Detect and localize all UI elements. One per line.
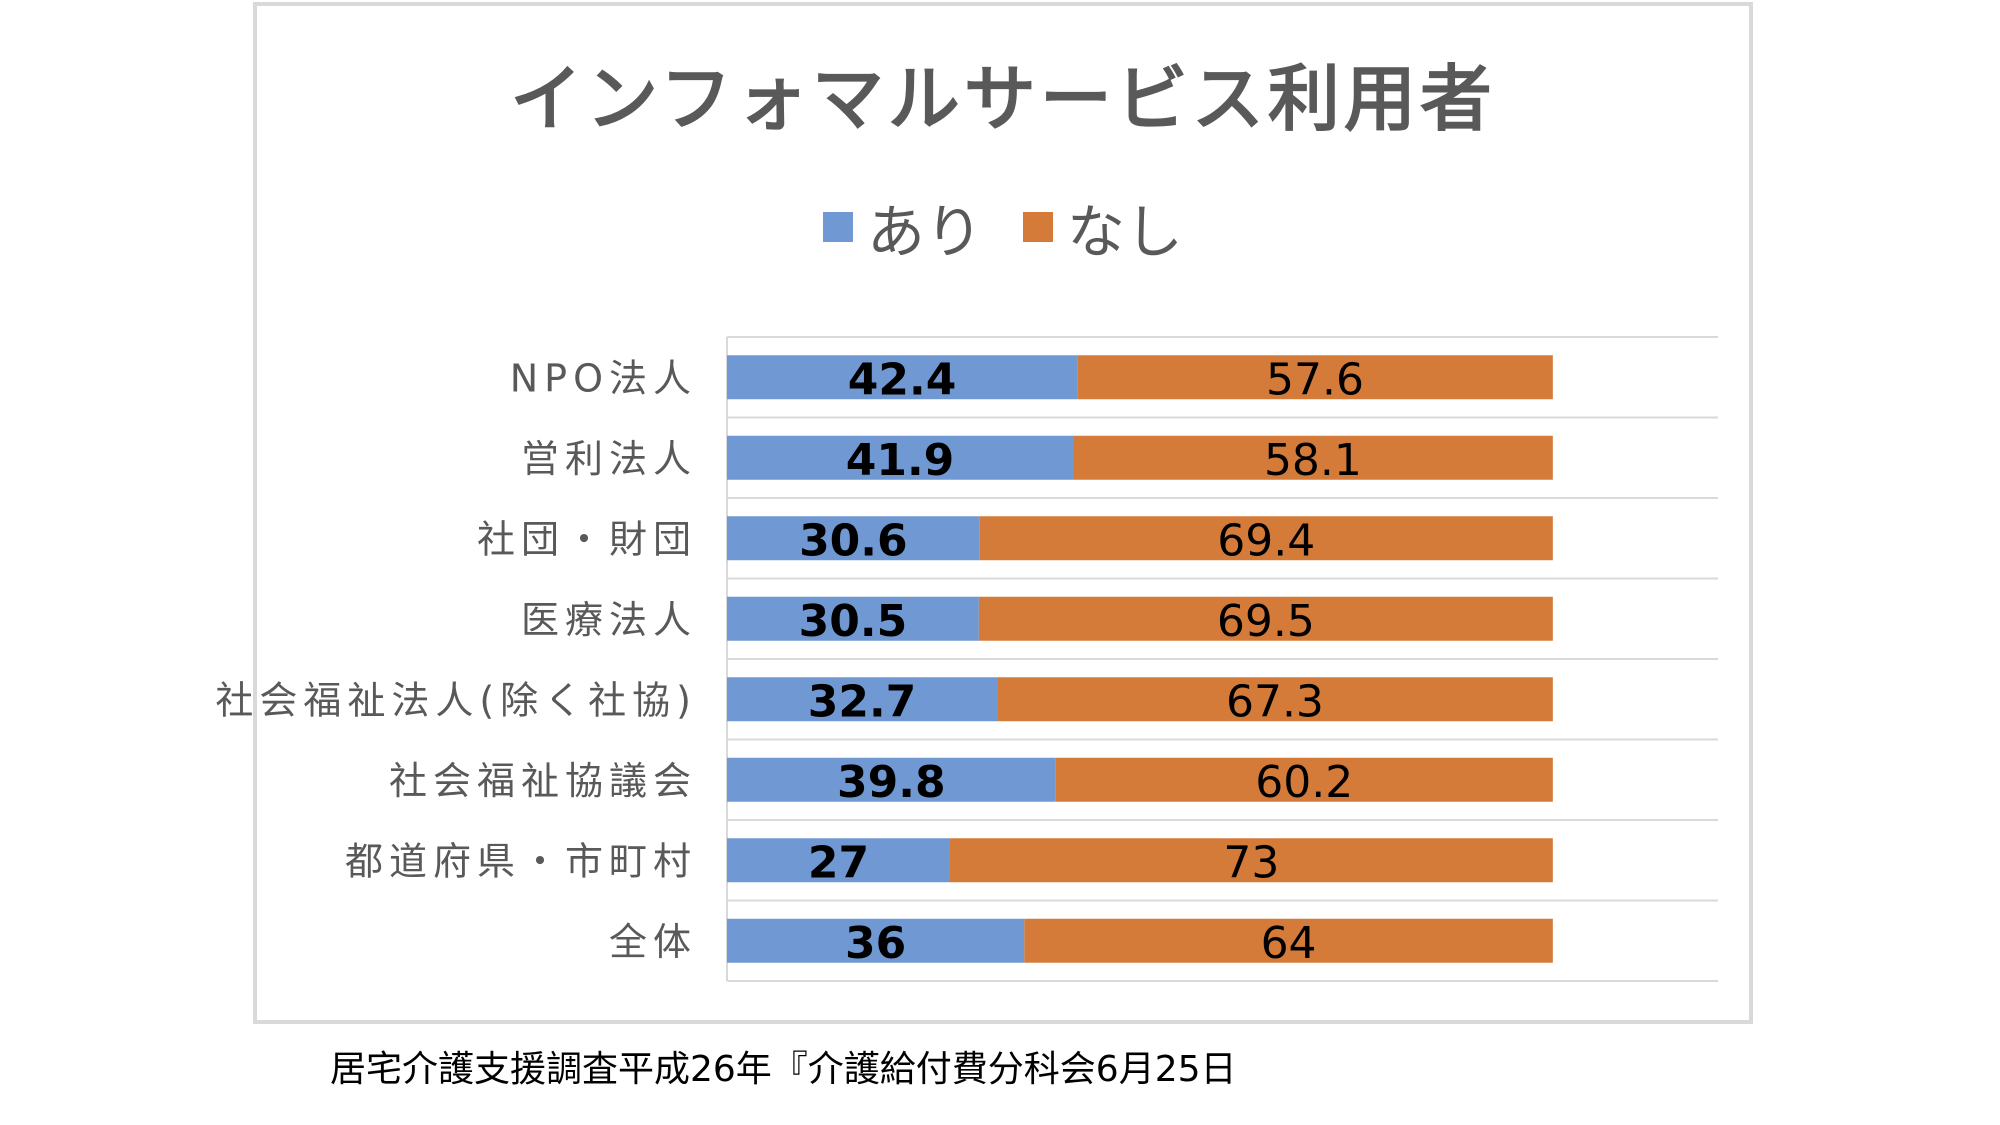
bar-ari <box>727 838 950 883</box>
bar-nashi <box>1024 918 1553 963</box>
data-label-ari: 36 <box>845 918 906 969</box>
data-label-nashi: 69.5 <box>1217 596 1315 647</box>
category-label: 営利法人 <box>521 437 697 481</box>
source-note: 居宅介護支援調査平成26年『介護給付費分科会6月25日 <box>330 1049 1237 1090</box>
category-label: 社会福祉協議会 <box>389 759 697 803</box>
data-label-nashi: 69.4 <box>1217 515 1315 566</box>
legend-item-nashi: なし <box>1023 185 1183 269</box>
data-label-nashi: 57.6 <box>1266 354 1364 405</box>
category-label: 全体 <box>609 920 697 964</box>
bar-nashi <box>1077 355 1553 400</box>
data-label-nashi: 60.2 <box>1255 757 1353 808</box>
legend: あり なし <box>253 185 1753 269</box>
bar-ari <box>727 516 980 561</box>
chart-title: インフォマルサービス利用者 <box>510 57 1496 141</box>
legend-swatch-ari <box>822 212 853 242</box>
legend-item-ari: あり <box>822 185 983 269</box>
data-label-nashi: 58.1 <box>1264 435 1362 486</box>
category-label: 社会福祉法人(除く社協) <box>215 678 697 722</box>
data-label-nashi: 73 <box>1223 837 1279 888</box>
bar-nashi <box>979 516 1553 561</box>
bar-nashi <box>978 596 1553 641</box>
data-label-ari: 32.7 <box>808 676 917 727</box>
category-label: 都道府県・市町村 <box>345 839 697 883</box>
legend-label-nashi: なし <box>1067 198 1184 266</box>
data-label-ari: 41.9 <box>846 435 955 486</box>
bar-ari <box>727 435 1074 480</box>
legend-swatch-nashi <box>1023 212 1053 242</box>
data-label-ari: 27 <box>808 837 869 888</box>
category-label: NPO法人 <box>510 356 697 400</box>
data-label-ari: 30.6 <box>799 515 908 566</box>
data-label-ari: 30.5 <box>799 596 908 647</box>
category-label: 医療法人 <box>521 598 697 642</box>
bar-nashi <box>1055 757 1553 802</box>
data-label-ari: 42.4 <box>848 354 957 405</box>
category-label: 社団・財団 <box>477 517 697 561</box>
bar-ari <box>727 596 979 641</box>
bar-ari <box>727 355 1078 400</box>
bar-nashi <box>997 677 1553 722</box>
data-label-nashi: 64 <box>1261 918 1317 969</box>
bar-nashi <box>949 838 1553 883</box>
data-label-ari: 39.8 <box>837 757 946 808</box>
legend-label-ari: あり <box>866 198 983 266</box>
bar-nashi <box>1073 435 1553 480</box>
bar-ari <box>727 757 1056 802</box>
data-label-nashi: 67.3 <box>1226 676 1324 727</box>
bar-ari <box>727 918 1025 963</box>
bar-ari <box>727 677 998 722</box>
